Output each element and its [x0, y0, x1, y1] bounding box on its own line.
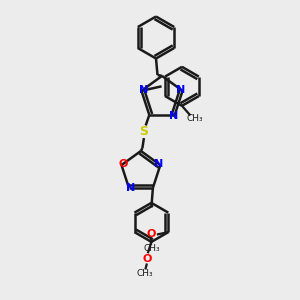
Text: S: S [140, 125, 148, 138]
Text: CH₃: CH₃ [136, 269, 153, 278]
Text: O: O [119, 159, 128, 169]
Text: N: N [126, 184, 135, 194]
Text: N: N [154, 160, 163, 170]
Text: O: O [142, 254, 152, 264]
Text: N: N [169, 111, 178, 121]
Text: O: O [147, 229, 156, 239]
Text: CH₃: CH₃ [186, 114, 203, 123]
Text: CH₃: CH₃ [143, 244, 160, 253]
Text: N: N [176, 85, 185, 95]
Text: N: N [139, 85, 148, 95]
